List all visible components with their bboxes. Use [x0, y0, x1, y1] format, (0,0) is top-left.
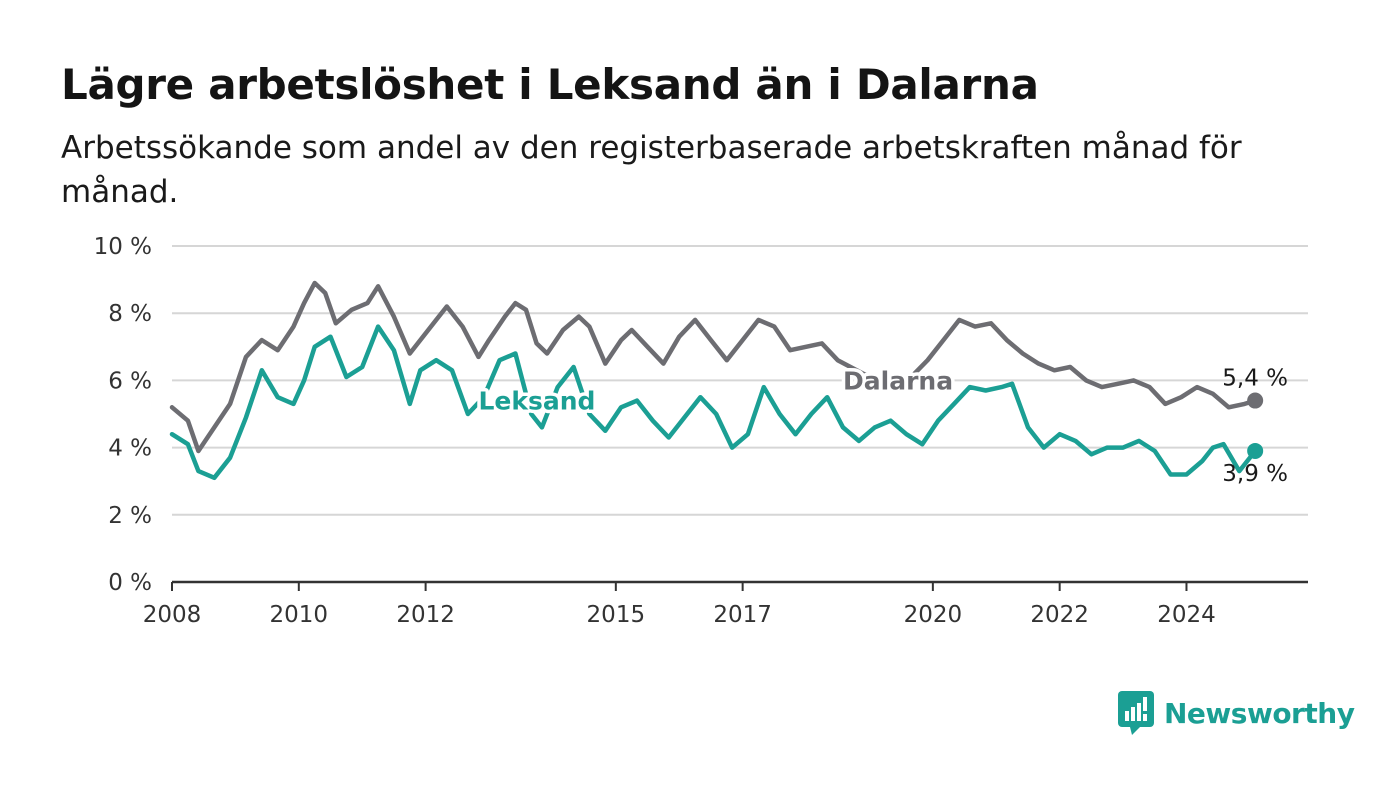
y-tick-label: 0 % — [108, 570, 152, 596]
series-lines — [169, 280, 1264, 481]
grid-lines — [172, 245, 1308, 516]
y-tick-label: 2 % — [108, 503, 152, 529]
x-tick-label: 2008 — [143, 602, 202, 628]
axes: 0 % 2 % 4 % 6 % 8 % 10 % 2008 2010 2012 2015 2017 2… — [94, 234, 1308, 628]
series-name-label-leksand: Leksand — [478, 387, 595, 416]
x-tick-label: 2020 — [904, 602, 963, 628]
brand-logo: Newsworthy — [1118, 690, 1355, 736]
series-endpoint-leksand — [1247, 442, 1264, 459]
y-tick-label: 6 % — [108, 368, 152, 394]
x-tick-label: 2012 — [396, 602, 455, 628]
x-tick-label: 2010 — [270, 602, 329, 628]
newsworthy-logo-icon — [1118, 691, 1154, 735]
y-tick-label: 10 % — [94, 234, 152, 260]
brand-name: Newsworthy — [1164, 696, 1355, 730]
y-tick-label: 8 % — [108, 301, 152, 327]
chart-subtitle: Arbetssökande som andel av den registerb… — [61, 130, 1242, 210]
series-endpoint-dalarna — [1247, 392, 1264, 409]
series-line-dalarna — [169, 280, 1258, 454]
chart-title: Lägre arbetslöshet i Leksand än i Dalarn… — [61, 60, 1039, 109]
x-tick-label: 2017 — [713, 602, 772, 628]
end-value-label-leksand: 3,9 % — [1222, 461, 1288, 487]
series-line-leksand — [169, 324, 1258, 481]
series-labels: 5,4 % 3,9 % Dalarna Leksand — [475, 363, 1288, 487]
x-tick-label: 2015 — [587, 602, 646, 628]
x-tick-label: 2024 — [1157, 602, 1216, 628]
y-tick-label: 4 % — [108, 436, 152, 462]
end-value-label-dalarna: 5,4 % — [1222, 366, 1288, 392]
series-name-label-dalarna: Dalarna — [843, 366, 953, 395]
x-tick-label: 2022 — [1030, 602, 1089, 628]
